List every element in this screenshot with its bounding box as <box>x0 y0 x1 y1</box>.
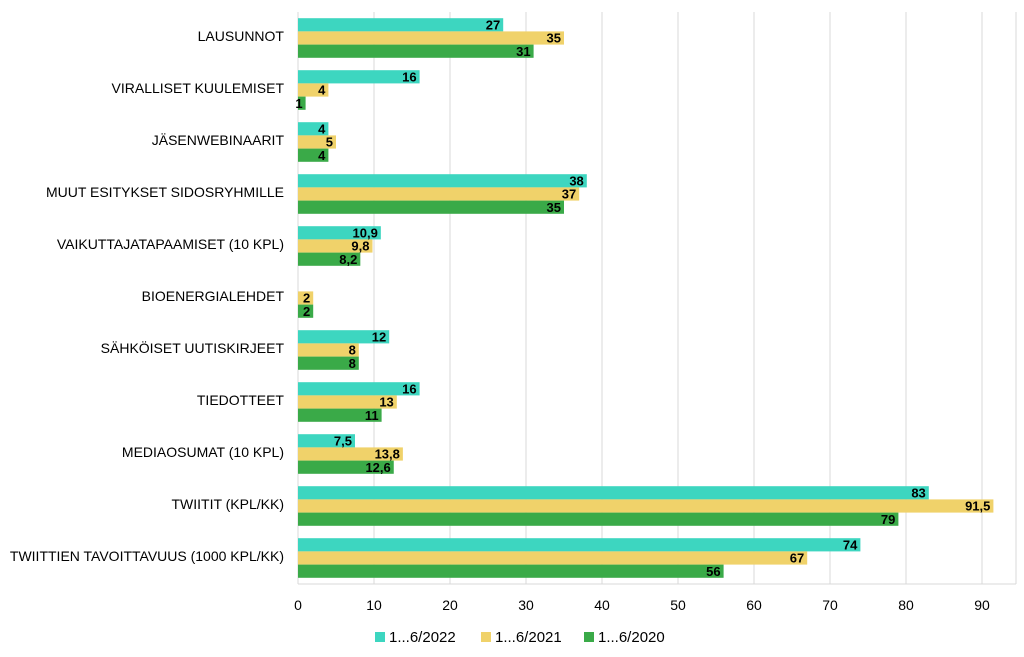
data-label: 2 <box>303 291 310 306</box>
data-label: 27 <box>486 17 500 32</box>
bar-2 <box>298 187 580 201</box>
data-label: 16 <box>402 381 416 396</box>
data-label: 31 <box>516 44 530 59</box>
data-label: 37 <box>562 187 576 202</box>
bar-3 <box>298 44 534 58</box>
bar-2 <box>298 395 397 409</box>
data-label: 5 <box>326 135 333 150</box>
legend-swatch <box>481 632 491 642</box>
gridlines <box>297 12 1017 585</box>
bar-3 <box>298 356 359 370</box>
bar-3 <box>298 148 329 162</box>
bar-2 <box>298 31 564 45</box>
category-label: MUUT ESITYKSET SIDOSRYHMILLE <box>46 184 284 200</box>
data-label: 11 <box>365 408 379 423</box>
data-label: 67 <box>790 551 804 566</box>
x-tick-label: 60 <box>746 597 762 613</box>
legend-swatch <box>375 632 385 642</box>
bar-3 <box>298 252 361 266</box>
bar-1 <box>298 122 329 136</box>
data-label: 74 <box>843 537 858 552</box>
data-label: 10,9 <box>353 225 378 240</box>
data-label: 35 <box>547 200 561 215</box>
bar-3 <box>298 564 724 578</box>
bar-1 <box>298 226 381 240</box>
bar-2 <box>298 291 314 305</box>
category-label: TWIITIT (KPL/KK) <box>171 496 284 512</box>
bar-2 <box>298 135 336 149</box>
bar-3 <box>298 96 306 110</box>
x-tick-label: 10 <box>366 597 382 613</box>
category-label: JÄSENWEBINAARIT <box>152 132 285 148</box>
x-tick-label: 40 <box>594 597 610 613</box>
bar-2 <box>298 499 994 513</box>
data-label: 13,8 <box>375 447 400 462</box>
category-label: VIRALLISET KUULEMISET <box>112 80 285 96</box>
data-label: 12 <box>372 329 386 344</box>
bar-3 <box>298 200 564 214</box>
bar-1 <box>298 70 420 84</box>
data-label: 2 <box>303 304 310 319</box>
x-axis-ticks: 0 10 20 30 40 50 60 70 80 90 <box>294 597 990 613</box>
data-label: 35 <box>547 31 561 46</box>
data-label: 83 <box>911 485 925 500</box>
bars-group: 273531164145438373510,99,88,222128816131… <box>295 17 994 579</box>
bar-3 <box>298 512 899 526</box>
bar-3 <box>298 304 314 318</box>
x-tick-label: 50 <box>670 597 686 613</box>
bar-2 <box>298 551 808 565</box>
x-tick-label: 70 <box>822 597 838 613</box>
bar-1 <box>298 330 390 344</box>
bar-1 <box>298 18 504 32</box>
bar-1 <box>298 382 420 396</box>
category-label: LAUSUNNOT <box>198 28 285 44</box>
x-tick-label: 80 <box>898 597 914 613</box>
bar-2 <box>298 343 359 357</box>
category-label: VAIKUTTAJATAPAAMISET (10 KPL) <box>57 236 284 252</box>
data-label: 13 <box>379 395 393 410</box>
x-tick-label: 90 <box>974 597 990 613</box>
bar-2 <box>298 83 329 97</box>
category-labels: LAUSUNNOT VIRALLISET KUULEMISET JÄSENWEBIN… <box>10 28 285 564</box>
category-label: BIOENERGIALEHDET <box>142 288 285 304</box>
bar-3 <box>298 460 394 474</box>
data-label: 8 <box>349 343 356 358</box>
bar-2 <box>298 239 373 253</box>
bar-1 <box>298 434 355 448</box>
bar-1 <box>298 174 587 188</box>
data-label: 8,2 <box>339 252 357 267</box>
data-label: 16 <box>402 69 416 84</box>
data-label: 8 <box>349 356 356 371</box>
data-label: 4 <box>318 83 326 98</box>
x-tick-label: 30 <box>518 597 534 613</box>
category-label: TWIITTIEN TAVOITTAVUUS (1000 KPL/KK) <box>10 548 284 564</box>
data-label: 7,5 <box>334 433 352 448</box>
data-label: 4 <box>318 148 326 163</box>
legend-label: 1...6/2020 <box>598 629 665 646</box>
category-label: MEDIAOSUMAT (10 KPL) <box>122 444 284 460</box>
bar-3 <box>298 408 382 422</box>
data-label: 91,5 <box>965 499 990 514</box>
legend-swatch <box>584 632 594 642</box>
bar-1 <box>298 486 929 500</box>
bar-2 <box>298 447 403 461</box>
data-label: 4 <box>318 121 326 136</box>
x-tick-label: 0 <box>294 597 302 613</box>
legend-label: 1...6/2021 <box>495 629 562 646</box>
bar-1 <box>298 538 861 552</box>
x-tick-label: 20 <box>442 597 458 613</box>
category-label: TIEDOTTEET <box>197 392 285 408</box>
data-label: 9,8 <box>351 239 369 254</box>
data-label: 56 <box>706 564 720 579</box>
data-label: 38 <box>569 173 583 188</box>
data-label: 1 <box>295 96 302 111</box>
data-label: 79 <box>881 512 895 527</box>
category-label: SÄHKÖISET UUTISKIRJEET <box>101 339 285 356</box>
legend-label: 1...6/2022 <box>389 629 456 646</box>
legend: 1...6/2022 1...6/2021 1...6/2020 <box>375 629 665 646</box>
data-label: 12,6 <box>365 460 390 475</box>
